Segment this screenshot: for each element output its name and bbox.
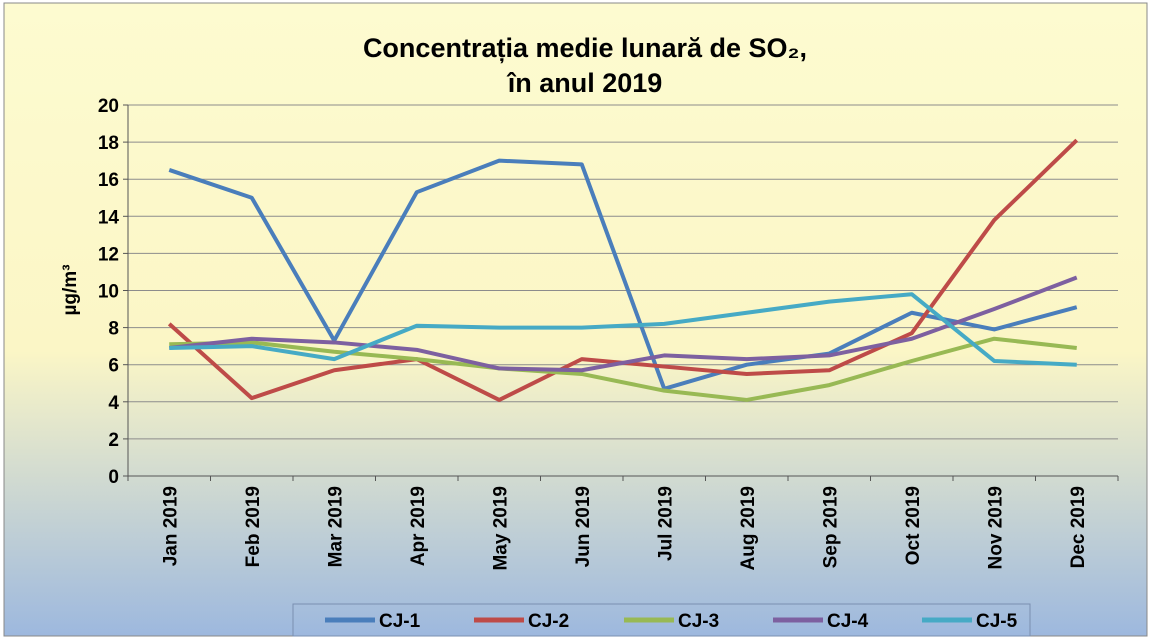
- y-tick-label: 2: [108, 430, 119, 451]
- legend-label: CJ-5: [976, 611, 1018, 632]
- y-tick-label: 20: [98, 96, 119, 117]
- x-tick-label: Dec 2019: [1068, 486, 1089, 568]
- y-tick-label: 4: [108, 393, 119, 414]
- x-tick-label: Nov 2019: [985, 486, 1006, 569]
- x-tick-label: Jan 2019: [160, 486, 181, 566]
- y-tick-label: 12: [98, 244, 119, 265]
- x-tick-label: Sep 2019: [820, 486, 841, 568]
- y-tick-label: 8: [108, 319, 119, 340]
- chart-title: în anul 2019: [506, 68, 663, 98]
- x-tick-label: Jul 2019: [655, 486, 676, 561]
- y-tick-label: 18: [98, 133, 119, 154]
- x-tick-label: May 2019: [490, 486, 511, 571]
- y-tick-label: 6: [108, 356, 119, 377]
- x-tick-label: Jun 2019: [573, 486, 594, 567]
- x-tick-label: Apr 2019: [408, 486, 429, 566]
- series-line: [169, 275, 1078, 373]
- legend-label: CJ-4: [827, 611, 869, 632]
- legend-label: CJ-2: [528, 611, 569, 632]
- y-tick-label: 16: [98, 170, 119, 191]
- x-tick-label: Mar 2019: [325, 486, 346, 567]
- legend-label: CJ-3: [678, 611, 719, 632]
- y-tick-label: 0: [108, 467, 119, 488]
- legend: [292, 603, 1031, 637]
- chart-area: [3, 2, 1148, 637]
- x-tick-label: Feb 2019: [243, 486, 264, 567]
- chart-title: Concentrația medie lunară de SO₂,: [363, 33, 807, 63]
- series-line: [169, 292, 1077, 367]
- y-axis-label: µg/m³: [60, 264, 81, 315]
- series-line: [169, 336, 1077, 402]
- legend-label: CJ-1: [379, 611, 421, 632]
- x-tick-label: Oct 2019: [903, 486, 924, 565]
- y-tick-label: 10: [98, 282, 119, 303]
- x-tick-label: Aug 2019: [738, 486, 759, 570]
- y-tick-label: 14: [98, 207, 120, 228]
